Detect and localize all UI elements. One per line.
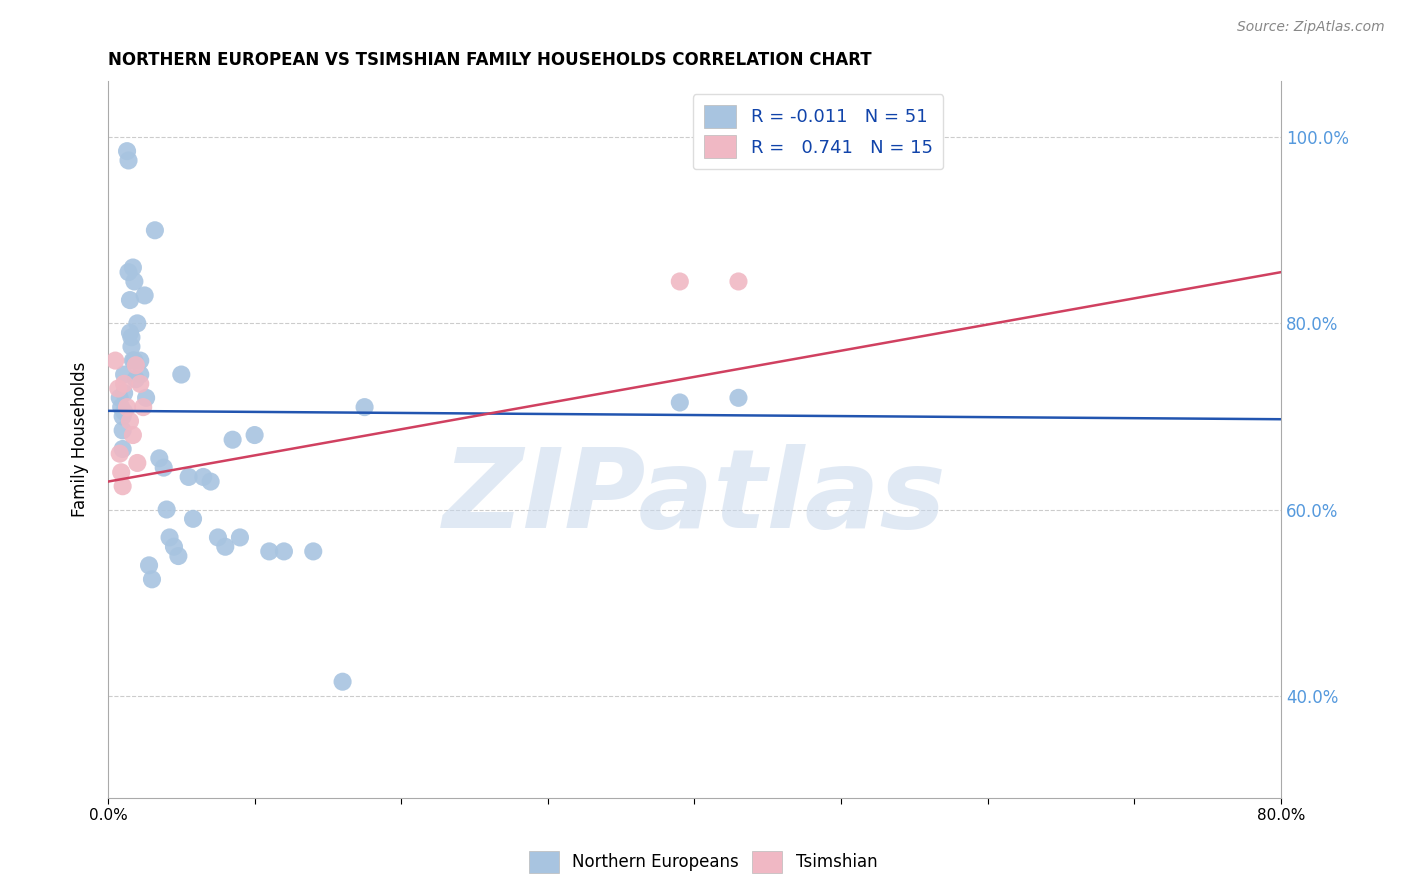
Point — [727, 391, 749, 405]
Point — [214, 540, 236, 554]
Point — [108, 447, 131, 461]
Point — [353, 400, 375, 414]
Legend: Northern Europeans, Tsimshian: Northern Europeans, Tsimshian — [522, 845, 884, 880]
Point — [143, 223, 166, 237]
Point — [200, 475, 222, 489]
Point — [159, 531, 181, 545]
Point — [124, 275, 146, 289]
Point — [120, 340, 142, 354]
Point — [135, 391, 157, 405]
Text: NORTHERN EUROPEAN VS TSIMSHIAN FAMILY HOUSEHOLDS CORRELATION CHART: NORTHERN EUROPEAN VS TSIMSHIAN FAMILY HO… — [108, 51, 872, 69]
Point — [115, 400, 138, 414]
Point — [122, 260, 145, 275]
Point — [243, 428, 266, 442]
Point — [124, 353, 146, 368]
Point — [152, 460, 174, 475]
Point — [111, 479, 134, 493]
Point — [122, 428, 145, 442]
Point — [259, 544, 281, 558]
Point — [112, 386, 135, 401]
Point — [127, 317, 149, 331]
Point — [108, 391, 131, 405]
Point — [167, 549, 190, 563]
Point — [125, 372, 148, 386]
Y-axis label: Family Households: Family Households — [72, 362, 89, 517]
Point — [181, 512, 204, 526]
Point — [112, 376, 135, 391]
Point — [134, 288, 156, 302]
Point — [129, 353, 152, 368]
Point — [111, 424, 134, 438]
Point — [148, 451, 170, 466]
Point — [229, 531, 252, 545]
Point — [132, 400, 155, 414]
Point — [120, 330, 142, 344]
Point — [141, 572, 163, 586]
Point — [112, 405, 135, 419]
Point — [118, 293, 141, 307]
Point — [138, 558, 160, 573]
Point — [112, 368, 135, 382]
Point — [669, 275, 692, 289]
Point — [127, 456, 149, 470]
Point — [177, 470, 200, 484]
Point — [727, 275, 749, 289]
Point — [669, 395, 692, 409]
Point — [207, 531, 229, 545]
Point — [115, 144, 138, 158]
Point — [104, 353, 127, 368]
Point — [122, 353, 145, 368]
Point — [221, 433, 243, 447]
Point — [163, 540, 186, 554]
Point — [170, 368, 193, 382]
Point — [110, 465, 132, 479]
Point — [117, 153, 139, 168]
Point — [302, 544, 325, 558]
Point — [111, 409, 134, 424]
Text: ZIPatlas: ZIPatlas — [443, 443, 946, 550]
Point — [332, 674, 354, 689]
Point — [129, 376, 152, 391]
Point — [118, 414, 141, 428]
Point — [118, 326, 141, 340]
Point — [117, 265, 139, 279]
Point — [125, 358, 148, 372]
Point — [129, 368, 152, 382]
Point — [111, 442, 134, 456]
Legend: R = -0.011   N = 51, R =   0.741   N = 15: R = -0.011 N = 51, R = 0.741 N = 15 — [693, 94, 943, 169]
Point — [107, 382, 129, 396]
Point — [273, 544, 295, 558]
Point — [110, 400, 132, 414]
Point — [193, 470, 215, 484]
Text: Source: ZipAtlas.com: Source: ZipAtlas.com — [1237, 20, 1385, 34]
Point — [156, 502, 179, 516]
